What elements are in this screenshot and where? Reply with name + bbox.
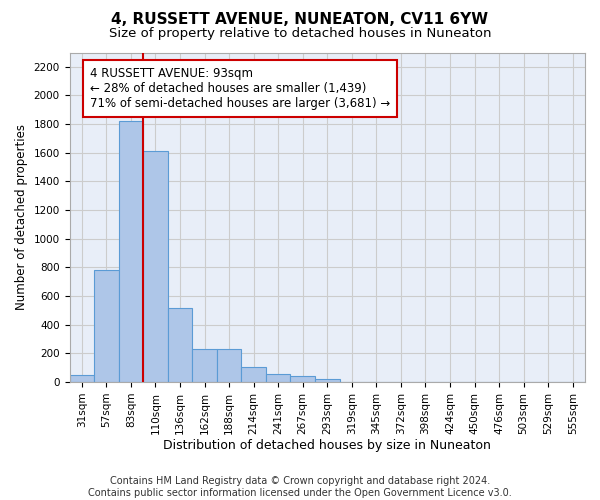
Text: 4 RUSSETT AVENUE: 93sqm
← 28% of detached houses are smaller (1,439)
71% of semi: 4 RUSSETT AVENUE: 93sqm ← 28% of detache… (90, 68, 391, 110)
Bar (192, 349, 217, 382)
X-axis label: Distribution of detached houses by size in Nuneaton: Distribution of detached houses by size … (163, 440, 491, 452)
Bar (315, 378, 340, 382)
Bar (70, 375, 94, 382)
Text: 4, RUSSETT AVENUE, NUNEATON, CV11 6YW: 4, RUSSETT AVENUE, NUNEATON, CV11 6YW (112, 12, 488, 28)
Bar (143, 152, 168, 382)
Text: Contains HM Land Registry data © Crown copyright and database right 2024.
Contai: Contains HM Land Registry data © Crown c… (88, 476, 512, 498)
Bar (168, 308, 192, 382)
Bar (217, 349, 241, 382)
Bar (119, 122, 143, 382)
Bar (290, 376, 315, 382)
Y-axis label: Number of detached properties: Number of detached properties (15, 124, 28, 310)
Text: Size of property relative to detached houses in Nuneaton: Size of property relative to detached ho… (109, 28, 491, 40)
Bar (94, 270, 119, 382)
Bar (241, 367, 266, 382)
Bar (266, 374, 290, 382)
